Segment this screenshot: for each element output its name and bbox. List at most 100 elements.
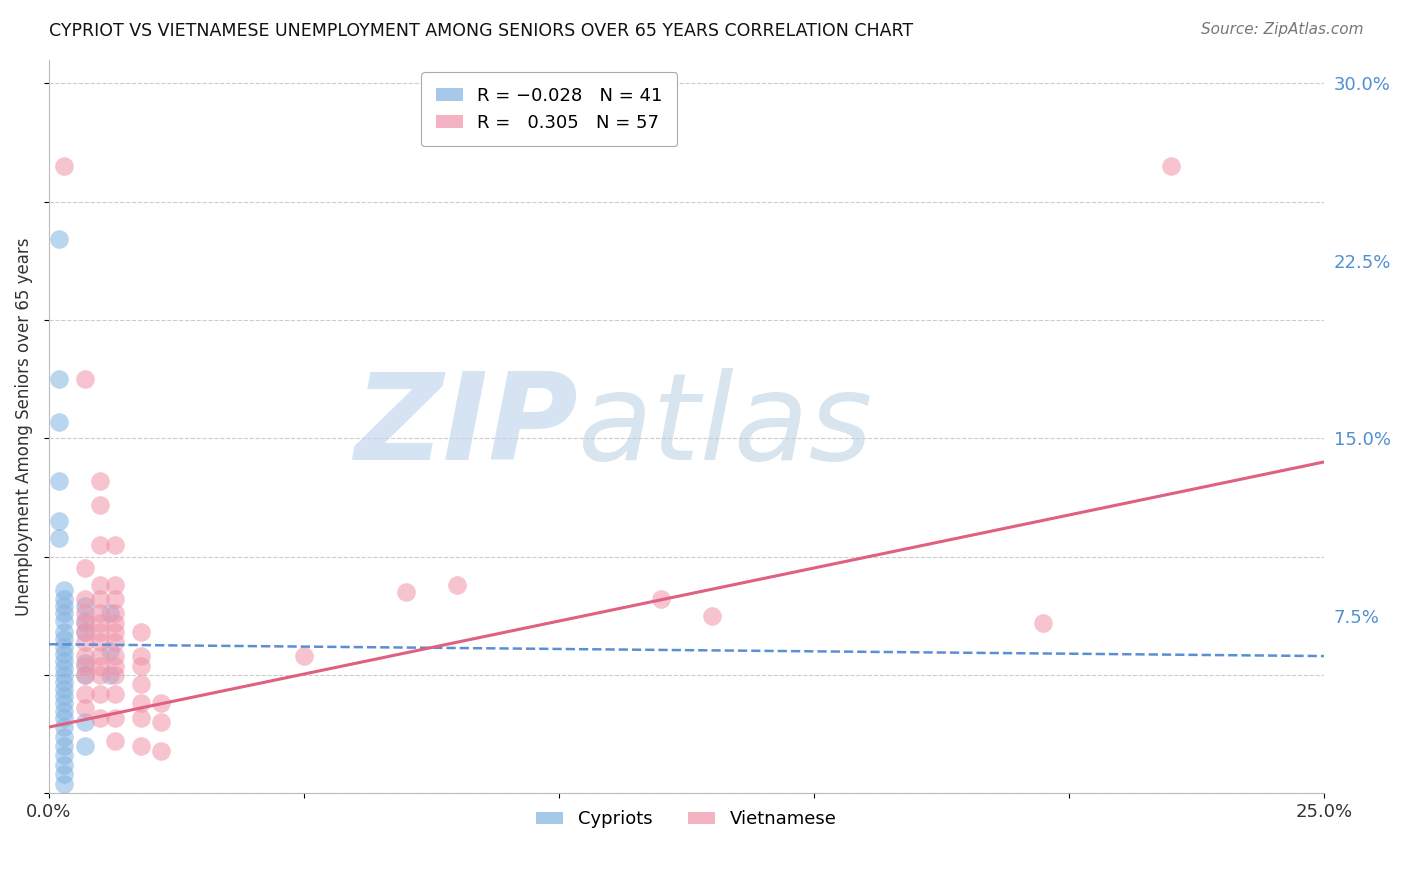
Point <box>150 715 173 730</box>
Point <box>48 415 70 429</box>
Point <box>73 625 96 640</box>
Point <box>89 649 111 664</box>
Point <box>446 578 468 592</box>
Point <box>73 649 96 664</box>
Point <box>104 668 127 682</box>
Point <box>73 599 96 614</box>
Point <box>73 658 96 673</box>
Point <box>104 607 127 621</box>
Point <box>129 697 152 711</box>
Point <box>89 710 111 724</box>
Point <box>53 625 76 640</box>
Point <box>53 720 76 734</box>
Point <box>150 697 173 711</box>
Point <box>104 658 127 673</box>
Point <box>53 710 76 724</box>
Point <box>53 668 76 682</box>
Point <box>73 625 96 640</box>
Text: atlas: atlas <box>578 368 873 485</box>
Point <box>73 668 96 682</box>
Point <box>89 607 111 621</box>
Point <box>53 614 76 628</box>
Point <box>53 704 76 718</box>
Point <box>73 715 96 730</box>
Point <box>73 739 96 753</box>
Point <box>129 710 152 724</box>
Point <box>73 592 96 607</box>
Point <box>89 498 111 512</box>
Point <box>48 514 70 528</box>
Point <box>98 644 121 658</box>
Point <box>89 592 111 607</box>
Point <box>48 232 70 246</box>
Point <box>53 582 76 597</box>
Point <box>53 632 76 647</box>
Point <box>1032 615 1054 630</box>
Point <box>89 578 111 592</box>
Point <box>1160 159 1182 173</box>
Point <box>129 625 152 640</box>
Point <box>73 635 96 649</box>
Point <box>73 372 96 386</box>
Point <box>104 592 127 607</box>
Point <box>104 687 127 701</box>
Point <box>89 668 111 682</box>
Point <box>53 640 76 654</box>
Point <box>98 607 121 621</box>
Point <box>395 585 418 599</box>
Point <box>53 599 76 614</box>
Text: ZIP: ZIP <box>354 368 578 485</box>
Point <box>48 531 70 545</box>
Point <box>53 592 76 607</box>
Point <box>73 668 96 682</box>
Point <box>104 578 127 592</box>
Point <box>73 614 96 628</box>
Point <box>48 474 70 488</box>
Legend: Cypriots, Vietnamese: Cypriots, Vietnamese <box>529 803 844 836</box>
Point <box>53 758 76 772</box>
Point <box>48 372 70 386</box>
Point <box>129 677 152 691</box>
Point <box>53 739 76 753</box>
Point <box>53 159 76 173</box>
Point <box>73 656 96 670</box>
Point <box>53 777 76 791</box>
Point <box>89 658 111 673</box>
Point <box>89 635 111 649</box>
Point <box>73 701 96 715</box>
Point <box>150 744 173 758</box>
Point <box>73 615 96 630</box>
Point <box>104 538 127 552</box>
Point <box>292 649 315 664</box>
Point <box>129 649 152 664</box>
Point <box>53 682 76 697</box>
Point <box>89 625 111 640</box>
Point <box>104 649 127 664</box>
Point <box>53 607 76 621</box>
Point <box>73 687 96 701</box>
Point <box>89 687 111 701</box>
Point <box>129 739 152 753</box>
Point <box>104 734 127 748</box>
Point <box>53 661 76 675</box>
Point <box>98 668 121 682</box>
Point <box>53 748 76 763</box>
Point <box>89 538 111 552</box>
Point <box>73 607 96 621</box>
Point <box>104 625 127 640</box>
Point <box>53 654 76 668</box>
Point <box>650 592 672 607</box>
Point <box>104 710 127 724</box>
Point <box>53 675 76 690</box>
Point <box>104 615 127 630</box>
Point <box>700 608 723 623</box>
Point <box>53 690 76 704</box>
Text: Source: ZipAtlas.com: Source: ZipAtlas.com <box>1201 22 1364 37</box>
Point <box>89 474 111 488</box>
Point <box>129 658 152 673</box>
Point <box>104 635 127 649</box>
Text: CYPRIOT VS VIETNAMESE UNEMPLOYMENT AMONG SENIORS OVER 65 YEARS CORRELATION CHART: CYPRIOT VS VIETNAMESE UNEMPLOYMENT AMONG… <box>49 22 914 40</box>
Point <box>53 730 76 744</box>
Y-axis label: Unemployment Among Seniors over 65 years: Unemployment Among Seniors over 65 years <box>15 237 32 615</box>
Point <box>53 767 76 781</box>
